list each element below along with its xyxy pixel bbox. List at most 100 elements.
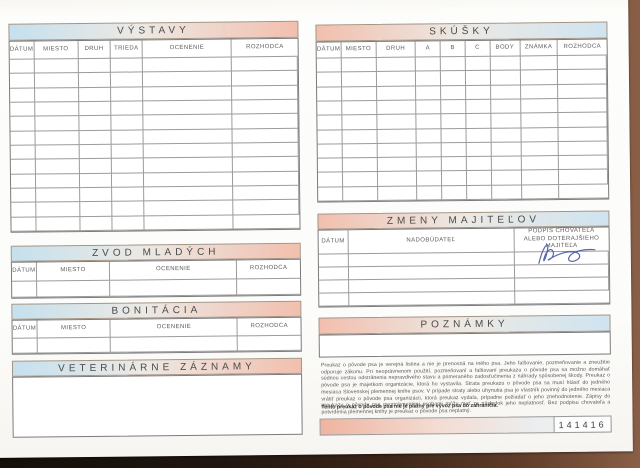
table-cell xyxy=(142,71,233,88)
table-cell xyxy=(78,58,112,74)
zvod-mladych-table: DÁTUM MIESTO OCENENIE ROZHODCA xyxy=(10,258,302,299)
table-cell xyxy=(10,174,36,189)
table-cell xyxy=(376,71,417,87)
table-cell xyxy=(342,129,378,145)
table-cell xyxy=(416,71,442,87)
zvod-mladych-title: ZVOD MLADÝCH xyxy=(91,246,220,259)
table-cell xyxy=(232,99,299,115)
table-cell xyxy=(232,85,299,101)
table-cell xyxy=(35,145,80,160)
table-cell xyxy=(12,281,38,298)
table-cell xyxy=(491,127,522,143)
table-cell xyxy=(490,56,521,72)
table-cell xyxy=(144,172,234,188)
table-cell xyxy=(341,72,377,87)
table-cell xyxy=(465,71,491,86)
table-cell xyxy=(238,335,301,352)
table-cell xyxy=(376,86,417,101)
column-header: C xyxy=(465,40,491,58)
table-cell xyxy=(466,156,492,172)
bonitacia-table-body xyxy=(12,335,301,354)
table-cell xyxy=(316,58,342,73)
table-cell xyxy=(521,184,560,200)
table-cell xyxy=(491,170,522,186)
table-cell xyxy=(558,112,608,128)
skusky-table: DÁTUM MIESTO DRUH A B C BODY ZNÁMKA ROZHODCA xyxy=(315,38,610,203)
serial-number-bar: 141416 xyxy=(319,415,612,436)
table-cell xyxy=(11,202,37,218)
table-cell xyxy=(466,99,492,115)
table-cell xyxy=(558,69,608,85)
table-cell xyxy=(490,85,521,100)
table-cell xyxy=(318,254,349,268)
table-cell xyxy=(514,290,610,305)
table-cell xyxy=(111,72,144,88)
table-cell xyxy=(36,280,111,298)
table-cell xyxy=(466,142,492,158)
column-header: ZNÁMKA xyxy=(520,40,559,57)
table-cell xyxy=(441,128,467,144)
table-cell xyxy=(491,113,522,129)
table-cell xyxy=(558,141,608,157)
table-cell xyxy=(111,87,144,102)
table-cell xyxy=(232,71,299,87)
table-cell xyxy=(348,291,515,307)
table-cell xyxy=(318,267,349,281)
table-cell xyxy=(34,87,79,103)
table-cell xyxy=(111,144,144,160)
table-cell xyxy=(491,142,522,157)
table-cell xyxy=(376,100,417,116)
table-cell xyxy=(520,70,559,86)
table-cell xyxy=(232,56,298,72)
table-cell xyxy=(11,188,37,204)
table-cell xyxy=(35,130,80,146)
table-cell xyxy=(317,86,343,102)
table-cell xyxy=(466,171,492,186)
table-cell xyxy=(342,172,378,188)
column-header: A xyxy=(415,41,441,58)
column-header: OCENENIE xyxy=(110,318,239,338)
poznamky-empty-box xyxy=(318,331,611,358)
column-header: DÁTUM xyxy=(316,42,342,59)
table-cell xyxy=(110,279,238,297)
table-cell xyxy=(417,171,443,187)
poznamky-title: POZNÁMKY xyxy=(420,318,509,331)
column-header: OCENENIE xyxy=(110,260,238,281)
table-cell xyxy=(319,293,350,307)
table-cell xyxy=(521,141,560,157)
table-cell xyxy=(112,158,145,174)
table-cell xyxy=(559,169,609,185)
vystavy-table: DÁTUM MIESTO DRUH TRIEDA OCENENIE ROZHODCA xyxy=(8,37,301,233)
column-header: BODY xyxy=(490,40,521,57)
serial-number-box: 141416 xyxy=(553,415,612,434)
table-cell xyxy=(10,145,36,161)
table-cell xyxy=(316,72,342,88)
table-cell xyxy=(491,156,522,172)
table-cell xyxy=(110,336,239,353)
table-cell xyxy=(233,185,300,201)
table-cell xyxy=(342,100,377,116)
table-cell xyxy=(34,59,79,74)
table-cell xyxy=(237,278,301,296)
column-header: DÁTUM xyxy=(12,320,38,339)
table-cell xyxy=(78,87,112,103)
table-cell xyxy=(416,100,442,115)
table-cell xyxy=(466,85,491,100)
column-header: DÁTUM xyxy=(11,262,37,282)
document-page: VÝSTAVY DÁTUM MIESTO DRUH TRIEDA OCENENIE ROZ… xyxy=(0,0,633,458)
table-cell xyxy=(143,86,233,102)
table-cell xyxy=(143,129,234,145)
table-cell xyxy=(111,58,143,74)
table-cell xyxy=(441,142,467,158)
table-cell xyxy=(441,114,467,129)
column-header: DÁTUM xyxy=(318,230,349,255)
table-cell xyxy=(376,57,417,73)
table-cell xyxy=(441,99,467,115)
column-header: ROZHODCA xyxy=(232,38,298,58)
vystavy-table-body xyxy=(9,56,300,232)
table-cell xyxy=(521,170,560,186)
table-cell xyxy=(144,200,234,217)
bonitacia-table: DÁTUM MIESTO OCENENIE ROZHODCA xyxy=(11,316,302,355)
table-cell xyxy=(143,157,234,174)
column-header: ROZHODCA xyxy=(237,317,301,337)
